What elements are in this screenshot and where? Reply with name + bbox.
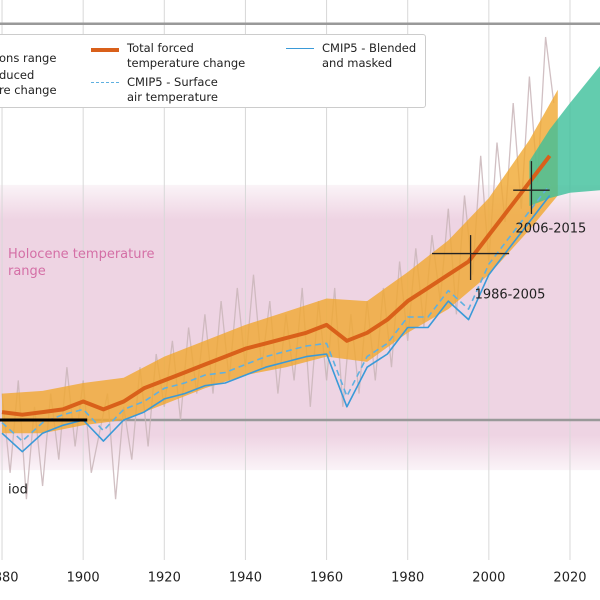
holocene-label: Holocene temperature range — [8, 247, 155, 279]
legend-label: CMIP5 - Surface air temperature — [127, 75, 218, 104]
series-line — [1, 184, 551, 442]
legend-label: CMIP5 - Blended and masked — [322, 41, 417, 70]
legend-label: Total forced temperature change — [127, 41, 246, 70]
legend: ons range duced re change Total forced tem… — [0, 34, 426, 108]
x-tick-label: 2020 — [553, 571, 586, 586]
x-tick-label: 1900 — [67, 571, 100, 586]
series-line — [1, 195, 551, 453]
reference-label: iod — [8, 483, 28, 498]
x-tick-label: 2000 — [472, 571, 505, 586]
x-tick-label: 1920 — [148, 571, 181, 586]
x-tick-label: 1940 — [229, 571, 262, 586]
range-band — [2, 89, 558, 434]
legend-swatch — [286, 48, 314, 49]
period-label: 1986-2005 — [475, 288, 546, 303]
legend-fragment: ons range — [0, 51, 57, 65]
period-label: 2006-2015 — [515, 221, 586, 236]
x-tick-label: 1960 — [310, 571, 343, 586]
x-tick-label: 1880 — [0, 571, 19, 586]
legend-fragment: duced re change — [0, 68, 57, 97]
legend-swatch — [91, 82, 119, 83]
x-tick-label: 1980 — [391, 571, 424, 586]
series-line — [1, 154, 552, 417]
range-band — [529, 66, 600, 206]
legend-swatch — [91, 48, 119, 52]
